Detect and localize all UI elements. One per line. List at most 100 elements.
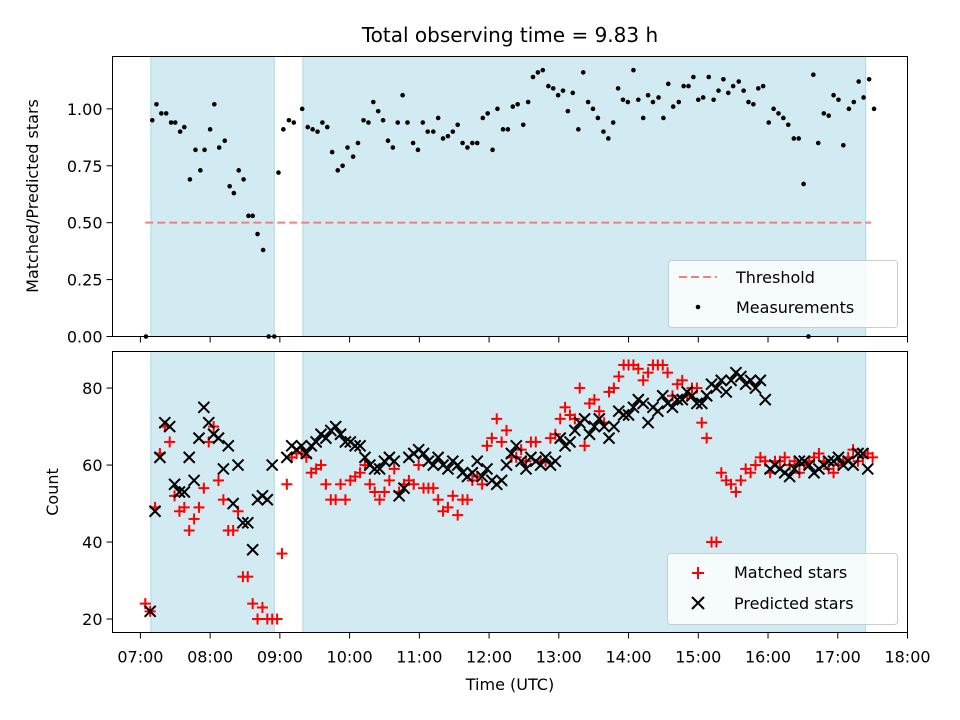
matched-star-point xyxy=(632,363,644,375)
measurement-point xyxy=(440,136,446,141)
predicted-star-point xyxy=(261,493,274,506)
y-tick-label: 0.00 xyxy=(67,328,103,347)
matched-star-point xyxy=(735,474,747,486)
measurement-point xyxy=(241,177,246,182)
x-tick-label: 15:00 xyxy=(675,648,721,667)
measurement-point xyxy=(182,124,187,130)
measurement-point xyxy=(686,83,691,89)
matched-star-point xyxy=(779,451,791,463)
measurement-point xyxy=(550,86,556,91)
measurement-point xyxy=(177,129,183,134)
predicted-star-point xyxy=(666,401,679,414)
observing-window-band xyxy=(150,351,275,633)
matched-star-point xyxy=(637,374,649,386)
predicted-star-point xyxy=(475,470,489,483)
matched-star-point xyxy=(188,513,200,525)
matched-star-point xyxy=(383,474,395,486)
predicted-star-point xyxy=(851,447,865,460)
predicted-star-point xyxy=(622,408,635,422)
bottom-plot-frame xyxy=(112,351,908,633)
matched-star-point xyxy=(364,478,376,490)
predicted-star-point xyxy=(431,451,445,464)
predicted-star-point xyxy=(280,451,294,464)
matched-star-point xyxy=(574,382,586,394)
predicted-star-point xyxy=(534,458,547,472)
measurement-point xyxy=(231,190,237,196)
matched-star-point xyxy=(452,509,464,521)
y-tick-label: 0.25 xyxy=(67,271,103,290)
measurement-point xyxy=(505,127,511,132)
matched-star-point xyxy=(335,478,347,490)
measurement-point xyxy=(445,133,451,139)
measurement-point xyxy=(510,104,516,109)
measurement-point xyxy=(216,145,222,150)
x-tick-label: 18:00 xyxy=(884,648,930,667)
measurement-point xyxy=(615,86,621,91)
measurement-point xyxy=(525,99,531,105)
predicted-star-point xyxy=(392,489,406,503)
predicted-star-point xyxy=(568,424,582,437)
measurement-point xyxy=(207,127,213,132)
y-tick-label: 0.50 xyxy=(67,214,103,233)
measurement-point xyxy=(355,140,361,146)
matched-star-point xyxy=(178,501,190,513)
measurement-point xyxy=(198,168,203,173)
predicted-star-point xyxy=(231,458,245,472)
matched-star-point xyxy=(491,413,503,425)
predicted-star-point xyxy=(241,516,254,530)
measurement-point xyxy=(730,83,736,89)
measurement-point xyxy=(222,138,228,144)
predicted-star-point xyxy=(617,408,630,422)
x-tick-label: 17:00 xyxy=(815,648,861,667)
predicted-star-point xyxy=(368,462,381,476)
x-tick-label: 09:00 xyxy=(257,648,303,667)
bottom-legend-box xyxy=(667,553,898,625)
y-tick-label: 1.00 xyxy=(67,100,103,119)
predicted-star-point xyxy=(309,435,323,449)
matched-star-point xyxy=(496,436,508,448)
predicted-star-point xyxy=(793,454,806,468)
measurement-point xyxy=(601,129,606,134)
measurement-point xyxy=(681,83,686,89)
predicted-star-point xyxy=(636,397,650,410)
predicted-star-point xyxy=(451,458,464,472)
predicted-star-point xyxy=(348,439,362,453)
matched-star-point xyxy=(662,367,674,379)
measurement-point xyxy=(656,95,661,100)
matched-star-point xyxy=(828,467,840,479)
matched-star-point xyxy=(369,486,381,498)
predicted-star-point xyxy=(744,374,757,387)
measurement-point xyxy=(570,90,576,96)
measurement-point xyxy=(480,115,486,121)
matched-star-point xyxy=(588,394,600,406)
measurement-point xyxy=(315,129,320,134)
predicted-star-point xyxy=(471,454,484,468)
matched-star-point xyxy=(432,494,444,506)
matched-star-point xyxy=(271,613,283,625)
measurement-point xyxy=(250,213,255,219)
matched-star-point xyxy=(696,417,708,429)
measurement-point xyxy=(826,113,831,118)
predicted-star-point xyxy=(861,462,874,476)
y-tick-label: 80 xyxy=(82,379,102,398)
measurement-point xyxy=(366,120,371,125)
measurement-point xyxy=(286,117,292,123)
measurement-point xyxy=(776,111,781,116)
predicted-star-point xyxy=(627,401,640,414)
matched-star-point xyxy=(486,432,498,444)
predicted-star-point xyxy=(519,462,533,476)
matched-star-point xyxy=(676,374,688,386)
matched-star-point xyxy=(476,478,488,490)
matched-star-point xyxy=(276,548,288,560)
measurement-point xyxy=(666,81,671,87)
matched-star-point xyxy=(749,459,761,471)
y-tick-label: 20 xyxy=(82,610,102,629)
matched-star-point xyxy=(613,371,625,383)
matched-star-point xyxy=(252,613,264,625)
predicted-star-point xyxy=(715,374,728,387)
measurement-point xyxy=(741,88,746,93)
y-tick-label: 40 xyxy=(82,533,102,552)
measurement-point xyxy=(631,67,636,73)
measurement-point xyxy=(420,120,426,125)
